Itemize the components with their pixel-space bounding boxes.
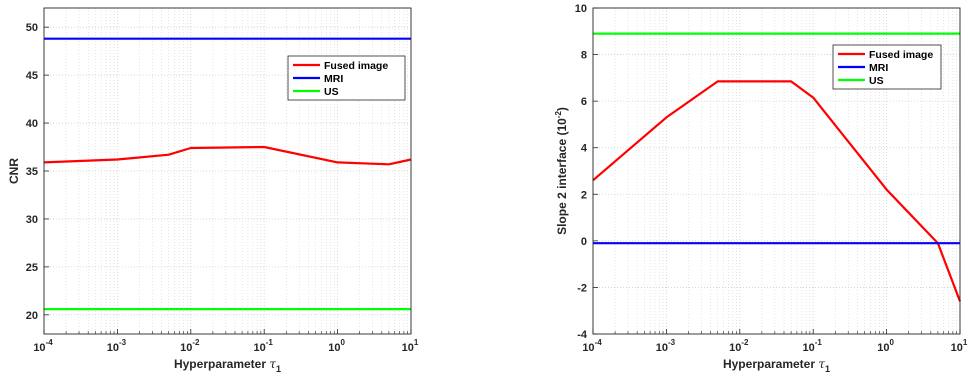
chart-1: 10-4 10-3 10-2 10-1 100 101 20 25 30 35 40 45 50 Hype…: [7, 7, 419, 374]
y-tick-label: 2: [581, 189, 587, 201]
legend-label: US: [869, 75, 884, 87]
x-tick-label: 10-3: [656, 338, 676, 354]
y-tick-label: 40: [26, 118, 38, 130]
x-tick-label: 10-2: [729, 338, 749, 354]
legend-label: Fused image: [324, 60, 388, 72]
y-tick-label: 20: [26, 310, 38, 322]
x-tick-label: 10-3: [107, 338, 127, 354]
y-tick-label: 25: [26, 262, 38, 274]
y-tick-label: 45: [26, 70, 38, 82]
x-tick-label: 100: [877, 338, 894, 354]
y-tick-label: 6: [581, 96, 587, 108]
x-tick-label: 101: [951, 338, 968, 354]
x-tick-label: 10-2: [180, 338, 200, 354]
x-tick-label: 10-1: [254, 338, 274, 354]
y-tick-label: 35: [26, 166, 38, 178]
x-tick-label: 101: [402, 338, 419, 354]
y-tick-label: 4: [581, 143, 588, 155]
legend-label: US: [324, 86, 339, 98]
legend-label: Fused image: [869, 49, 933, 61]
y-tick-label: -4: [577, 329, 588, 341]
y-tick-label: 10: [575, 3, 587, 15]
x-tick-label: 100: [328, 338, 345, 354]
y-axis-label: Slope 2 interface (10-2): [554, 107, 569, 235]
legend-label: MRI: [324, 73, 343, 85]
series-line-fused-image: [592, 80, 962, 302]
x-tick-label: 10-1: [803, 338, 823, 354]
x-tick-label: 10-4: [33, 338, 53, 354]
legend-label: MRI: [869, 62, 888, 74]
y-axis-label: CNR: [7, 158, 21, 184]
y-tick-label: -2: [577, 282, 587, 294]
axes-frame: [43, 7, 412, 335]
y-tick-label: 30: [26, 214, 38, 226]
series-line-fused-image: [43, 145, 412, 166]
y-tick-label: 0: [581, 236, 587, 248]
chart-2: 10-4 10-3 10-2 10-1 100 101-4-20246810Hyperpa…: [554, 3, 968, 374]
x-axis-label: Hyperparameter τ1: [174, 357, 281, 374]
y-tick-label: 8: [581, 50, 587, 62]
y-tick-label: 50: [26, 22, 38, 34]
x-axis-label: Hyperparameter τ1: [723, 357, 830, 374]
axes-frame: [592, 7, 961, 335]
